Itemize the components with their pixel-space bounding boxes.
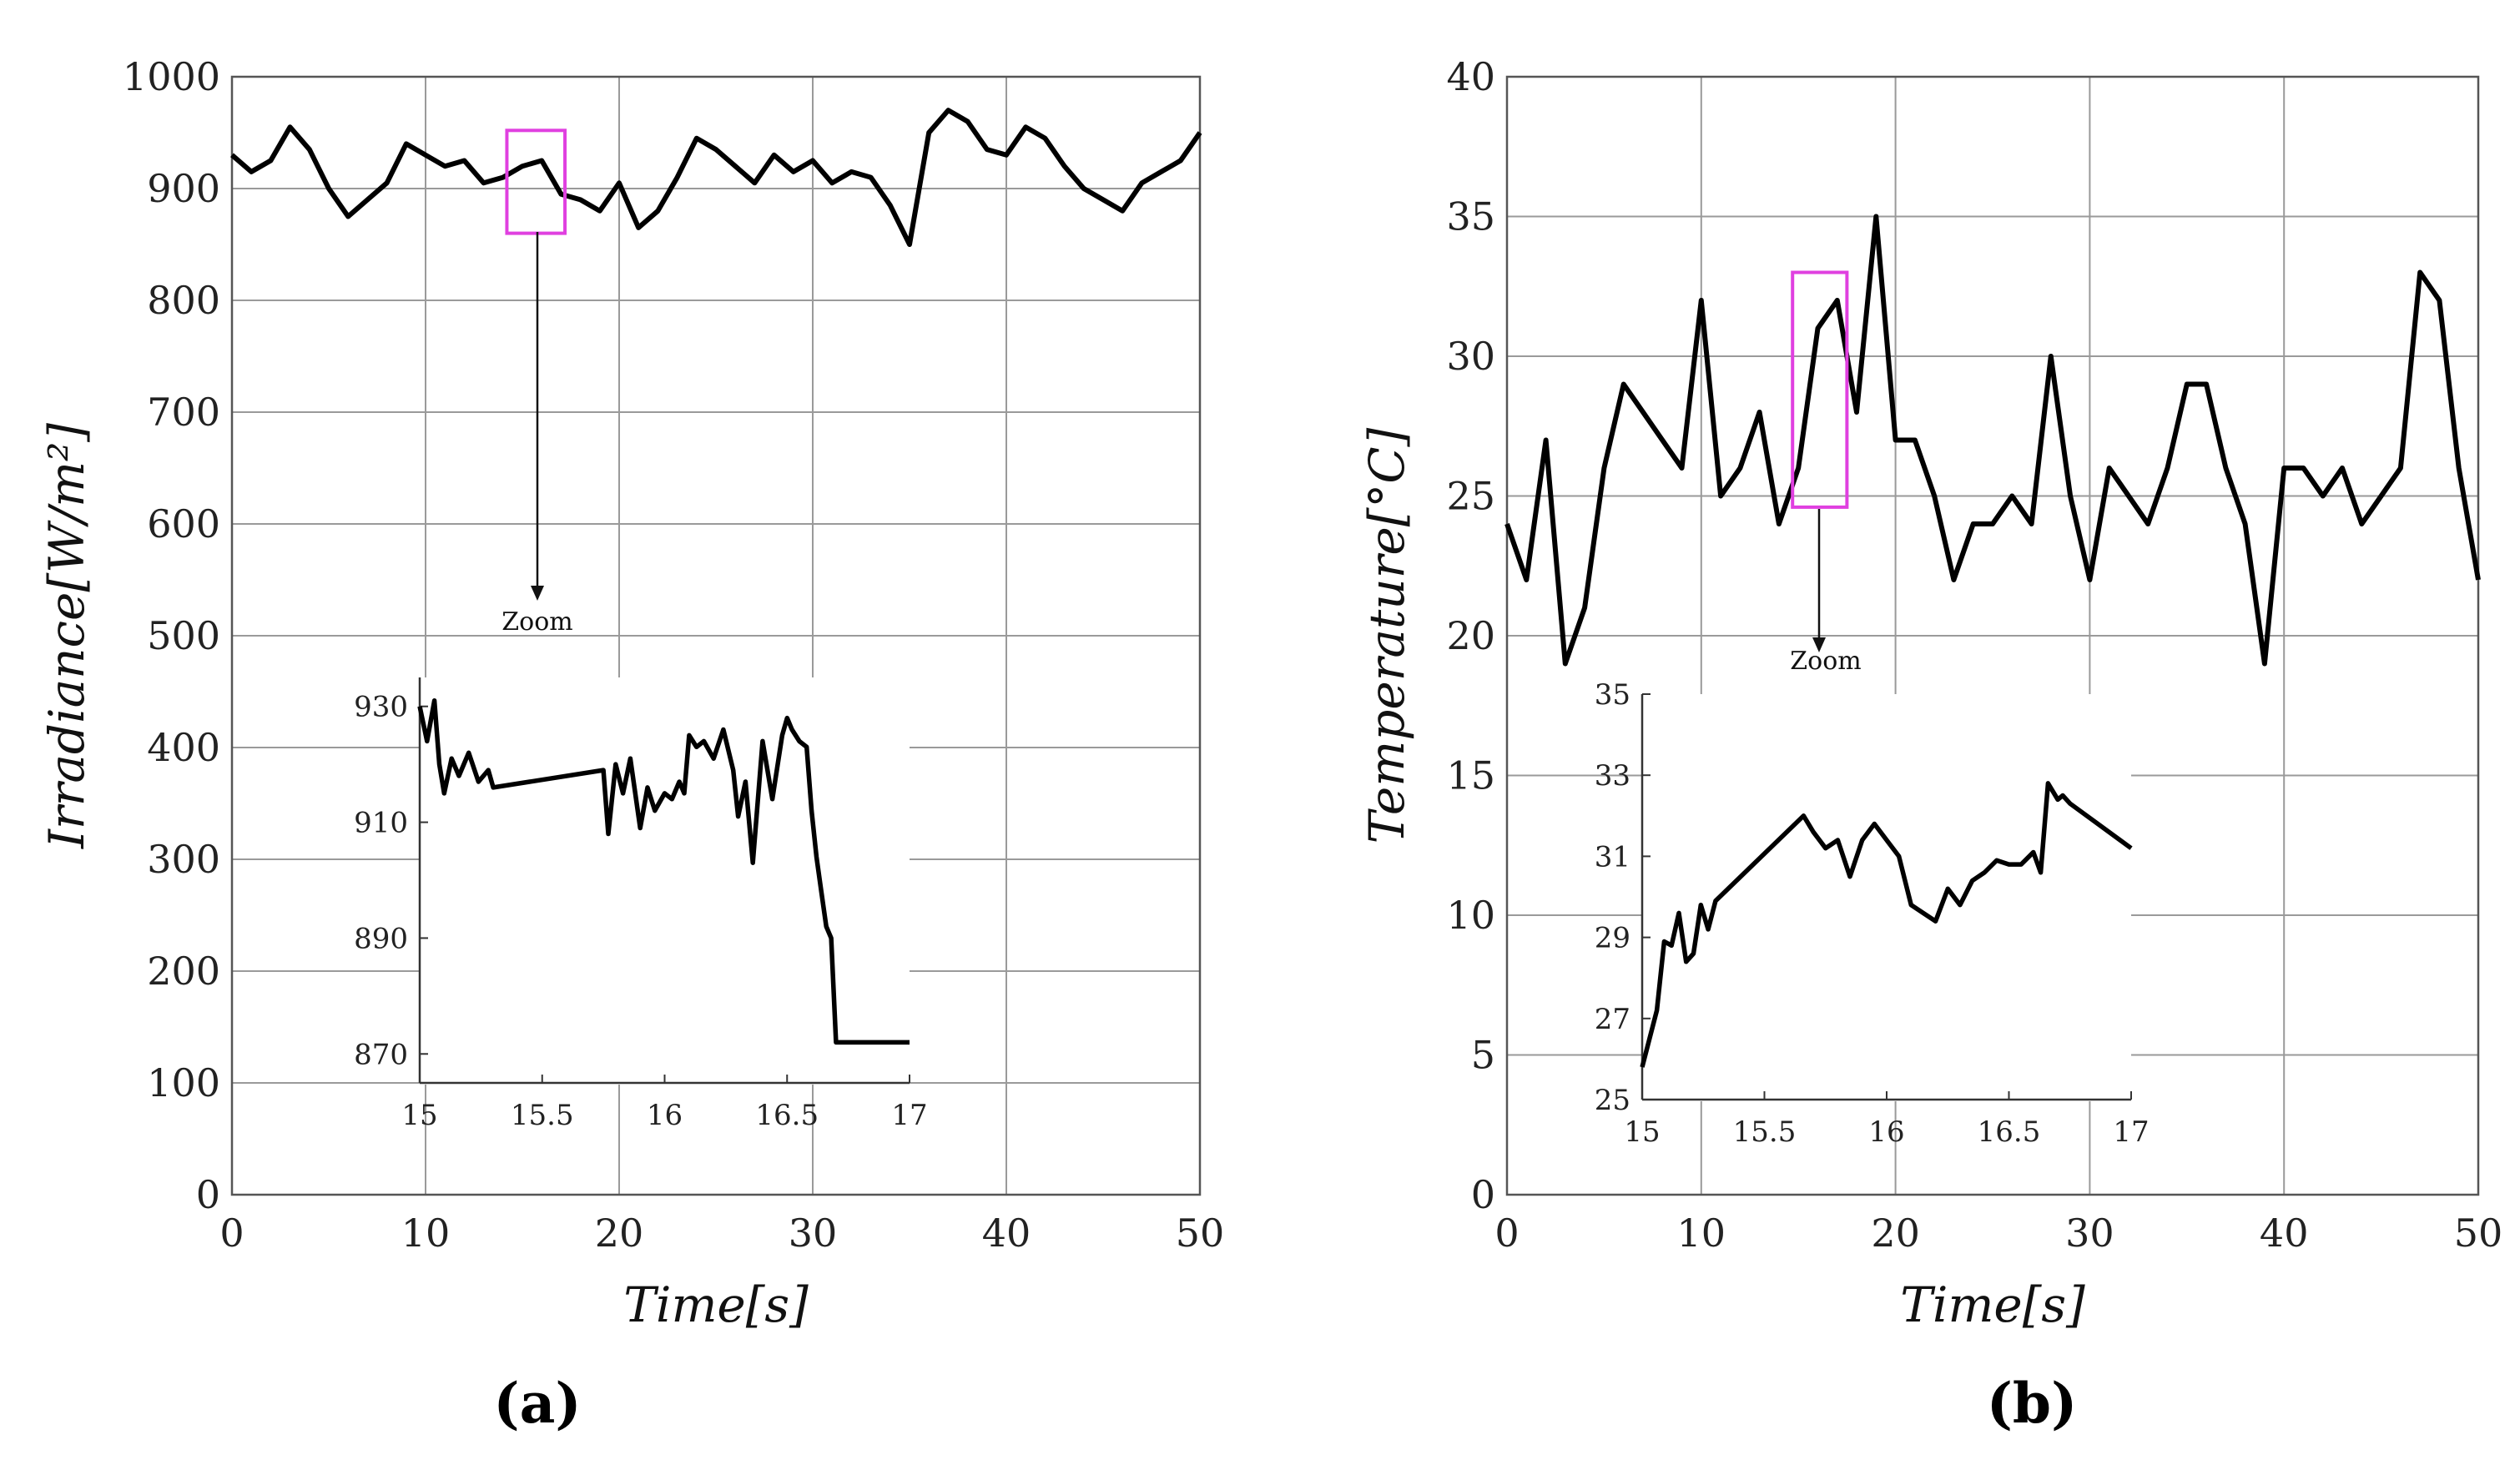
series-line xyxy=(230,108,1202,247)
x-tick-label: 10 xyxy=(1677,1211,1726,1256)
inset-plot: 15 15.5 16 16.5 17 870 890 910 930 xyxy=(354,677,928,1132)
inset-y-tick-label: 35 xyxy=(1595,678,1630,712)
series-line xyxy=(1504,214,2481,667)
zoom-box xyxy=(1791,270,1849,509)
inset-y-tick-label: 29 xyxy=(1595,922,1630,955)
x-axis-label: Time[s] xyxy=(1900,1276,2085,1333)
inset-x-tick-label: 15.5 xyxy=(1733,1115,1797,1149)
plot-frame xyxy=(1505,75,2480,1196)
x-tick-label: 20 xyxy=(1871,1211,1920,1256)
zoom-arrowhead xyxy=(1812,637,1826,652)
inset-background xyxy=(420,677,910,1085)
chart-panel-a: 0 10 20 30 40 5001002003004005006007008009001… xyxy=(38,54,1224,1436)
x-tick-label: 50 xyxy=(2454,1211,2503,1256)
y-tick-label: 700 xyxy=(147,390,220,435)
y-tick-label: 25 xyxy=(1446,474,1495,519)
inset-x-tick-label: 16 xyxy=(1868,1115,1904,1149)
inset-x-tick-label: 15 xyxy=(401,1099,437,1132)
x-tick-label: 30 xyxy=(789,1211,838,1256)
zoom-label: Zoom xyxy=(1790,647,1861,676)
panel-label: (a) xyxy=(493,1371,581,1436)
x-tick-label: 0 xyxy=(1494,1211,1519,1256)
y-tick-label: 100 xyxy=(147,1060,220,1105)
inset-series-line xyxy=(1640,781,2133,1068)
inset-background xyxy=(1642,694,2131,1101)
inset-x-tick-label: 16 xyxy=(647,1099,683,1132)
inset-x-tick-label: 17 xyxy=(2113,1115,2149,1149)
y-tick-label: 300 xyxy=(147,837,220,882)
inset-series-line xyxy=(417,698,910,1045)
y-axis-label: Temperature[°C] xyxy=(1358,427,1415,843)
x-tick-label: 40 xyxy=(2260,1211,2309,1256)
y-tick-label: 30 xyxy=(1446,334,1495,379)
y-tick-label: 400 xyxy=(147,725,220,770)
y-tick-label: 200 xyxy=(147,949,220,994)
zoom-box xyxy=(505,128,567,235)
inset-x-tick-label: 15.5 xyxy=(511,1099,574,1132)
y-tick-label: 1000 xyxy=(123,54,220,99)
inset-plot: 15 15.5 16 16.5 17 25 27 29 31 33 35 xyxy=(1595,678,2150,1149)
y-tick-label: 0 xyxy=(196,1172,220,1217)
inset-y-tick-label: 870 xyxy=(354,1038,408,1071)
inset-y-tick-label: 31 xyxy=(1595,840,1630,873)
y-axis-label: Irradiance[W/m²] xyxy=(38,423,95,849)
x-axis-label: Time[s] xyxy=(623,1276,809,1333)
inset-y-tick-label: 910 xyxy=(354,807,408,840)
x-tick-label: 20 xyxy=(595,1211,644,1256)
y-tick-label: 20 xyxy=(1446,613,1495,658)
x-tick-label: 0 xyxy=(219,1211,244,1256)
x-tick-label: 50 xyxy=(1176,1211,1225,1256)
panel-label: (b) xyxy=(1987,1371,2078,1436)
x-tick-label: 10 xyxy=(401,1211,451,1256)
inset-x-tick-label: 15 xyxy=(1624,1115,1660,1149)
y-tick-label: 500 xyxy=(147,613,220,658)
y-tick-label: 15 xyxy=(1446,753,1495,798)
inset-y-tick-label: 890 xyxy=(354,922,408,955)
inset-x-tick-label: 17 xyxy=(891,1099,927,1132)
zoom-arrowhead xyxy=(531,586,544,601)
plot-frame xyxy=(230,75,1202,1196)
y-tick-label: 0 xyxy=(1471,1172,1495,1217)
y-tick-label: 900 xyxy=(147,166,220,211)
zoom-label: Zoom xyxy=(501,607,572,637)
inset-y-tick-label: 27 xyxy=(1595,1003,1630,1036)
y-tick-label: 5 xyxy=(1471,1033,1495,1078)
inset-x-tick-label: 16.5 xyxy=(1978,1115,2041,1149)
y-tick-label: 600 xyxy=(147,501,220,546)
x-tick-label: 40 xyxy=(982,1211,1031,1256)
y-tick-label: 800 xyxy=(147,278,220,323)
inset-y-tick-label: 33 xyxy=(1595,759,1630,793)
x-tick-label: 30 xyxy=(2065,1211,2114,1256)
inset-x-tick-label: 16.5 xyxy=(755,1099,819,1132)
y-tick-label: 35 xyxy=(1446,194,1495,239)
inset-y-tick-label: 25 xyxy=(1595,1084,1630,1117)
inset-y-tick-label: 930 xyxy=(354,691,408,724)
y-tick-label: 10 xyxy=(1446,893,1495,938)
y-tick-label: 40 xyxy=(1446,54,1495,99)
